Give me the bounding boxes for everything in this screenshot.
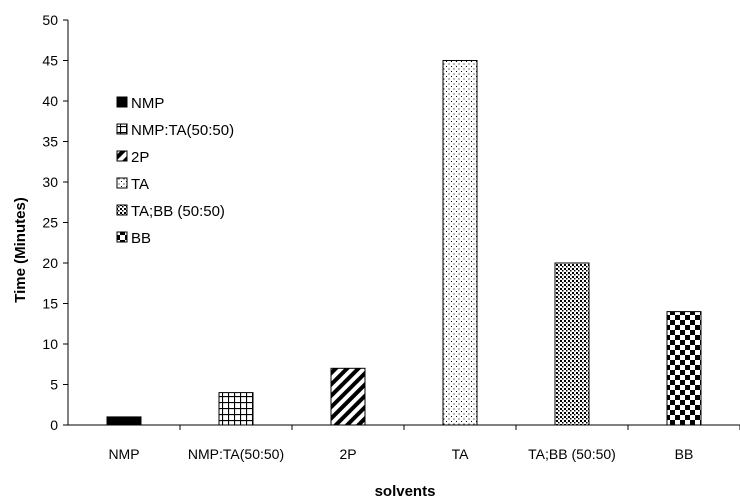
legend-swatch: [116, 96, 128, 108]
y-tick-label: 0: [50, 417, 58, 433]
legend-label: TA: [131, 176, 149, 193]
bar-3: [442, 60, 478, 426]
y-axis-title: Time (Minutes): [12, 197, 29, 303]
y-tick-label: 15: [42, 296, 58, 312]
x-tick-label: TA;BB (50:50): [528, 446, 616, 462]
bar-5: [666, 311, 702, 426]
legend-swatch: [116, 231, 128, 243]
y-tick-label: 30: [42, 174, 58, 190]
legend-label: NMP:TA(50:50): [131, 122, 234, 139]
x-tick-label: NMP: [108, 446, 139, 462]
y-axis-ticks: 0 5 10 15 20 25 30 35 40 45 50: [42, 12, 68, 433]
legend-label: BB: [131, 230, 151, 247]
legend-swatch: [116, 204, 128, 216]
bars-group: [106, 60, 702, 426]
x-axis-tick-labels: NMP NMP:TA(50:50) 2P TA TA;BB (50:50) BB: [108, 425, 740, 462]
x-tick-label: TA: [452, 446, 470, 462]
legend: NMP NMP:TA(50:50) 2P TA TA;BB (50:50) BB: [116, 95, 234, 247]
y-tick-label: 10: [42, 336, 58, 352]
y-tick-label: 40: [42, 93, 58, 109]
x-axis-title: solvents: [375, 483, 436, 499]
x-tick-label: BB: [675, 446, 694, 462]
x-tick-label: NMP:TA(50:50): [188, 446, 284, 462]
y-tick-label: 50: [42, 12, 58, 28]
bar-2: [330, 367, 366, 426]
y-tick-label: 35: [42, 134, 58, 150]
legend-label: NMP: [131, 95, 164, 112]
y-tick-label: 25: [42, 215, 58, 231]
legend-swatch: [116, 177, 128, 189]
y-tick-label: 20: [42, 255, 58, 271]
legend-swatch: [116, 123, 128, 135]
legend-label: TA;BB (50:50): [131, 203, 225, 220]
legend-label: 2P: [131, 149, 149, 166]
y-tick-label: 5: [50, 377, 58, 393]
bar-1: [218, 392, 254, 426]
bar-4: [554, 262, 590, 426]
x-tick-label: 2P: [339, 446, 356, 462]
y-tick-label: 45: [42, 53, 58, 69]
legend-swatch: [116, 150, 128, 162]
bar-0: [106, 416, 142, 426]
